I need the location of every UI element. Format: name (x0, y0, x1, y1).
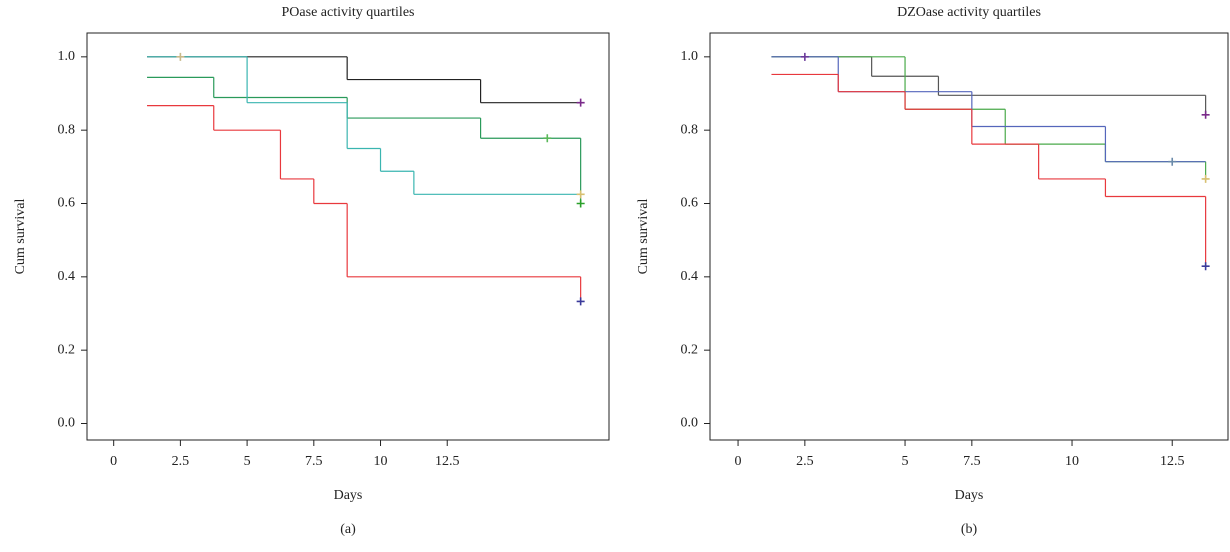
y-tick-label: 0.2 (58, 342, 76, 357)
y-tick-label: 0.4 (681, 269, 699, 284)
censor-mark (576, 199, 585, 208)
censor-mark (1201, 174, 1210, 183)
censor-mark (176, 52, 185, 61)
x-tick-label: 2.5 (796, 454, 814, 469)
x-tick-label: 2.5 (172, 454, 190, 469)
censor-mark (576, 98, 585, 107)
y-tick-label: 0.8 (681, 122, 699, 137)
censor-mark (1201, 110, 1210, 119)
y-tick-label: 0.6 (681, 196, 699, 211)
x-axis-label: Days (955, 488, 984, 503)
censor-mark (1168, 157, 1177, 166)
censor-mark (576, 190, 585, 199)
x-tick-label: 10 (374, 454, 388, 469)
y-tick-label: 0.6 (58, 196, 76, 211)
y-tick-label: 0.4 (58, 269, 76, 284)
plot-frame (709, 32, 1229, 441)
y-tick-label: 0.2 (681, 342, 699, 357)
x-tick-label: 0 (110, 454, 117, 469)
x-tick-label: 5 (244, 454, 251, 469)
x-tick-label: 10 (1065, 454, 1079, 469)
x-tick-label: 12.5 (435, 454, 460, 469)
y-tick-label: 0.8 (58, 122, 76, 137)
x-tick-label: 7.5 (963, 454, 981, 469)
y-tick-label: 1.0 (681, 49, 699, 64)
x-tick-label: 7.5 (305, 454, 323, 469)
x-tick-label: 0 (735, 454, 742, 469)
y-tick-label: 1.0 (58, 49, 76, 64)
y-tick-label: 0.0 (681, 416, 699, 431)
y-axis-label: Cum survival (13, 198, 28, 274)
chart-title: POase activity quartiles (282, 5, 415, 20)
censor-mark (576, 297, 585, 306)
censor-mark (543, 134, 552, 143)
caption: (a) (340, 522, 356, 537)
y-axis-label: Cum survival (636, 198, 651, 274)
plot-frame (86, 32, 610, 441)
censor-mark (1201, 262, 1210, 271)
chart-title: DZOase activity quartiles (897, 5, 1041, 20)
x-axis-label: Days (334, 488, 363, 503)
y-tick-label: 0.0 (58, 416, 76, 431)
caption: (b) (961, 522, 978, 537)
x-tick-label: 5 (902, 454, 909, 469)
censor-mark (800, 52, 809, 61)
x-tick-label: 12.5 (1160, 454, 1185, 469)
